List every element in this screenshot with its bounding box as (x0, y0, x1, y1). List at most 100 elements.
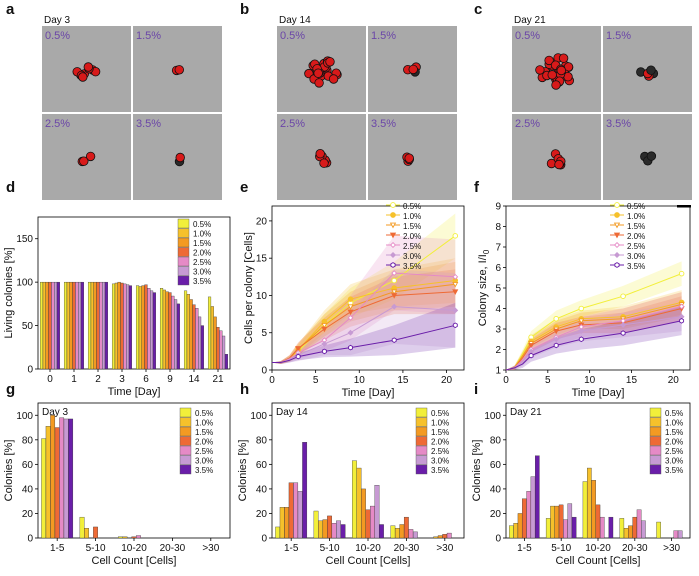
micro-concentration-label: 2.5% (280, 118, 305, 130)
cell-cluster (546, 149, 566, 170)
bar (567, 503, 573, 539)
bar (582, 481, 588, 539)
legend-swatch (415, 407, 428, 418)
legend-swatch (649, 407, 662, 418)
cell (83, 62, 94, 72)
cell (319, 158, 329, 168)
data-point (613, 241, 621, 249)
micro-quadrant: 1.5% (368, 26, 457, 112)
panel-letter-d: d (6, 179, 15, 196)
micro-concentration-label: 2.5% (515, 118, 540, 130)
series-line (272, 324, 456, 363)
legend-swatch (649, 455, 662, 465)
bar (379, 524, 384, 539)
data-point (528, 352, 534, 359)
bar (79, 516, 85, 539)
bar (128, 285, 132, 370)
legend-swatch (177, 228, 190, 238)
micro-quadrant: 3.5% (133, 114, 222, 200)
x-tick-label: 20 (668, 375, 680, 386)
legend-swatch (179, 407, 192, 418)
x-axis-label: Time [Day] (108, 386, 161, 398)
legend-label: 1.5% (627, 222, 645, 231)
data-point (578, 336, 584, 343)
y-tick-label: 150 (16, 234, 33, 245)
bar (186, 294, 190, 370)
x-tick-label: 0 (47, 374, 53, 385)
legend-label: 2.5% (627, 242, 645, 251)
legend-label: 3.5% (195, 466, 213, 475)
bar (102, 281, 106, 370)
data-point (347, 314, 354, 321)
y-tick-label: 0 (261, 366, 267, 377)
bar (352, 460, 357, 539)
micro-concentration-label: 3.5% (606, 118, 631, 130)
bar (174, 299, 178, 370)
bar (93, 281, 97, 370)
legend-label: 1.5% (195, 428, 213, 437)
data-point (678, 303, 685, 310)
bar (356, 467, 362, 539)
bar (331, 523, 337, 539)
data-point (321, 348, 327, 355)
panel-letter-g: g (6, 381, 15, 398)
data-point (620, 293, 626, 299)
bar (150, 290, 154, 370)
cell-cluster (640, 151, 657, 166)
micro-concentration-label: 1.5% (606, 30, 631, 42)
bar (526, 491, 531, 539)
cell (175, 152, 185, 163)
bar (68, 418, 74, 539)
legend-label: 2.0% (665, 438, 683, 447)
bar (165, 291, 169, 370)
bar (550, 505, 555, 539)
x-tick-label: 20-30 (160, 543, 186, 554)
bar (114, 282, 118, 370)
cell (558, 53, 569, 63)
x-tick-label: 10-20 (121, 543, 147, 554)
bar (69, 281, 73, 370)
micro-quadrant: 2.5% (42, 114, 131, 200)
data-point (678, 270, 685, 277)
panel-letter-h: h (240, 381, 249, 398)
x-tick-label: 10-20 (355, 543, 381, 554)
legend-label: 2.0% (403, 232, 421, 241)
legend-label: 2.5% (195, 447, 213, 456)
confidence-band (272, 258, 456, 364)
cell (646, 65, 656, 75)
legend-swatch (179, 436, 192, 446)
bar (284, 507, 290, 539)
legend-label: 1.0% (193, 230, 211, 239)
x-tick-label: 20 (441, 375, 453, 386)
y-tick-label: 100 (250, 411, 267, 422)
data-point (389, 222, 397, 229)
cell (85, 151, 96, 162)
bar (39, 281, 44, 370)
bar (641, 520, 646, 539)
bar (176, 303, 180, 370)
micro-concentration-label: 0.5% (45, 30, 70, 42)
bar (554, 505, 560, 539)
y-tick-label: 8 (495, 222, 501, 233)
legend-label: 1.5% (665, 428, 683, 437)
chart-day-label: Day 3 (42, 407, 69, 418)
legend-label: 3.5% (431, 466, 449, 475)
micro-quadrant: 3.5% (603, 114, 692, 200)
micro-quadrant: 3.5% (368, 114, 457, 200)
y-tick-label: 0 (27, 365, 33, 376)
data-point (389, 241, 397, 249)
bar (42, 281, 46, 370)
y-tick-label: 100 (16, 278, 33, 289)
legend-label: 1.5% (193, 239, 211, 248)
bar (322, 519, 328, 539)
legend-swatch (177, 247, 190, 257)
bar (327, 515, 332, 539)
data-point (614, 262, 620, 268)
bar (433, 536, 439, 539)
data-point (553, 316, 559, 322)
y-axis-label: Colonies [%] (471, 440, 483, 502)
x-tick-label: 6 (143, 374, 149, 385)
x-axis-label: Cell Count [Cells] (326, 555, 411, 567)
data-point (347, 296, 354, 302)
legend-label: 1.5% (431, 428, 449, 437)
